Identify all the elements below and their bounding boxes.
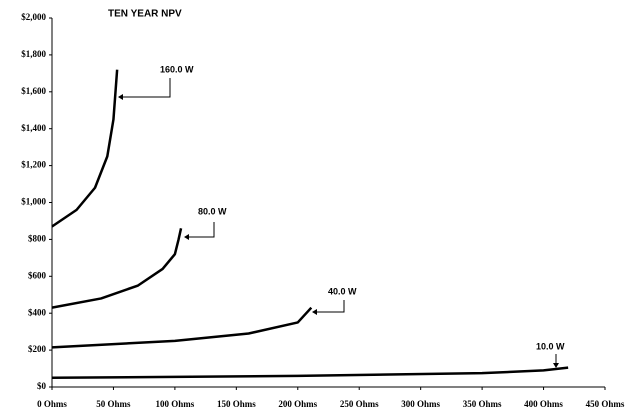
y-tick-label: $1,400 — [21, 123, 46, 133]
x-tick-label: 350 Ohms — [463, 399, 502, 409]
series-line — [51, 366, 569, 380]
x-tick-label: 50 Ohms — [96, 399, 131, 409]
arrow — [314, 300, 345, 313]
arrow-head — [118, 94, 123, 100]
x-tick-label: 100 Ohms — [156, 399, 195, 409]
x-tick-label: 300 Ohms — [401, 399, 440, 409]
y-tick-label: $1,000 — [21, 197, 46, 207]
y-tick-label: $0 — [37, 381, 47, 391]
x-tick-label: 150 Ohms — [217, 399, 256, 409]
series-label: 160.0 W — [160, 64, 194, 74]
arrow-heads — [118, 94, 559, 368]
x-tick-label: 450 Ohms — [586, 399, 625, 409]
y-tick-label: $2,000 — [21, 12, 46, 22]
x-tick-label: 400 Ohms — [524, 399, 563, 409]
y-tick-label: $200 — [28, 344, 47, 354]
arrow-head — [184, 234, 189, 240]
annotation-arrows — [120, 78, 557, 366]
y-tick-label: $800 — [28, 233, 47, 243]
arrow-head — [553, 363, 559, 368]
arrow — [120, 78, 171, 98]
y-tick-label: $1,600 — [21, 86, 46, 96]
series-line — [51, 69, 119, 228]
series-line — [51, 228, 183, 309]
y-tick-label: $400 — [28, 307, 47, 317]
chart-title: TEN YEAR NPV — [108, 9, 182, 20]
y-tick-label: $600 — [28, 270, 47, 280]
arrow — [186, 222, 215, 238]
arrow-head — [312, 309, 317, 315]
series-line — [51, 306, 313, 349]
x-tick-label: 250 Ohms — [340, 399, 379, 409]
y-tick-label: $1,800 — [21, 49, 46, 59]
x-tick-label: 0 Ohms — [37, 399, 67, 409]
x-tick-label: 200 Ohms — [278, 399, 317, 409]
series-label: 10.0 W — [536, 341, 565, 351]
series-label: 80.0 W — [198, 206, 227, 216]
series-label: 40.0 W — [328, 286, 357, 296]
y-tick-label: $1,200 — [21, 160, 46, 170]
